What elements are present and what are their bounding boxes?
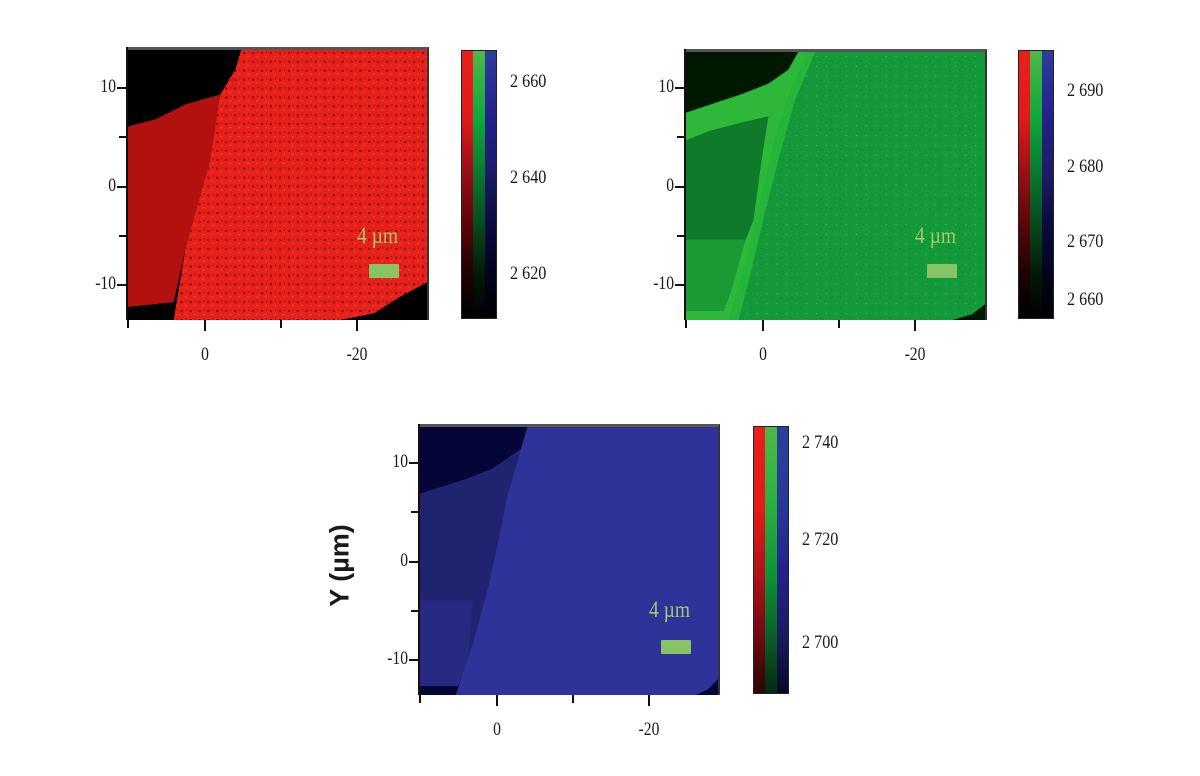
blue-y-axis [418, 424, 420, 695]
green-y-tick [675, 186, 684, 188]
blue-heatmap [418, 424, 720, 695]
red-y-tick [117, 284, 126, 286]
blue-y-tick-label: 0 [400, 550, 408, 571]
red-map-image [126, 50, 427, 320]
red-x-tick [356, 320, 358, 331]
green-x-tick-label: 0 [759, 344, 767, 365]
red-colorbar-label: 2 660 [510, 71, 547, 92]
green-x-tick-label: -20 [904, 344, 926, 365]
blue-x-tick [419, 695, 421, 703]
blue-scale-bar-label: 4 µm [649, 597, 691, 622]
blue-scale-bar [661, 640, 691, 654]
red-x-tick [280, 320, 282, 328]
red-colorbar [461, 50, 497, 319]
red-scale-bar-label: 4 µm [357, 223, 399, 248]
green-y-tick [675, 284, 684, 286]
green-y-tick-label: 10 [658, 76, 674, 97]
red-y-axis [126, 47, 128, 320]
green-y-axis [684, 49, 686, 320]
red-colorbar-label: 2 620 [510, 263, 547, 284]
red-y-tick [119, 235, 126, 237]
red-x-tick [204, 320, 206, 331]
blue-x-tick [496, 695, 498, 706]
green-map-image [684, 52, 985, 320]
blue-x-tick-label: 0 [493, 719, 501, 740]
y-axis-title: Y (µm) [324, 524, 355, 607]
red-scale-bar [369, 264, 399, 278]
green-colorbar-label: 2 660 [1067, 289, 1104, 310]
red-y-tick-label: 10 [100, 76, 116, 97]
blue-colorbar-label: 2 740 [802, 432, 839, 453]
green-y-tick [677, 235, 684, 237]
green-x-tick [838, 320, 840, 328]
blue-y-tick [411, 610, 418, 612]
green-x-tick [685, 320, 687, 328]
blue-y-tick [409, 561, 418, 563]
blue-y-tick [411, 511, 418, 513]
green-colorbar-label: 2 690 [1067, 80, 1104, 101]
green-colorbar-label: 2 680 [1067, 156, 1104, 177]
blue-x-tick [648, 695, 650, 706]
red-x-tick-label: -20 [346, 344, 368, 365]
red-y-tick [117, 87, 126, 89]
green-y-tick-label: -10 [653, 273, 674, 294]
blue-y-tick-label: 10 [392, 451, 408, 472]
green-colorbar [1018, 50, 1054, 319]
red-y-tick-label: -10 [95, 273, 116, 294]
blue-map-image [418, 427, 718, 695]
red-heatmap [126, 47, 429, 320]
green-scale-bar-label: 4 µm [915, 223, 957, 248]
green-x-tick [914, 320, 916, 331]
red-y-tick [117, 186, 126, 188]
green-scale-bar [927, 264, 957, 278]
red-x-tick-label: 0 [201, 344, 209, 365]
green-y-tick-label: 0 [666, 175, 674, 196]
blue-colorbar-label: 2 720 [802, 529, 839, 550]
green-x-tick [762, 320, 764, 331]
blue-colorbar [753, 426, 789, 694]
blue-y-tick-label: -10 [387, 648, 408, 669]
red-y-tick [119, 136, 126, 138]
blue-x-tick [572, 695, 574, 703]
green-heatmap [684, 49, 987, 320]
blue-colorbar-label: 2 700 [802, 632, 839, 653]
red-colorbar-label: 2 640 [510, 167, 547, 188]
green-colorbar-label: 2 670 [1067, 231, 1104, 252]
red-y-tick-label: 0 [108, 175, 116, 196]
green-y-tick [677, 136, 684, 138]
blue-y-tick [409, 659, 418, 661]
blue-x-tick-label: -20 [638, 719, 660, 740]
green-y-tick [675, 87, 684, 89]
blue-y-tick [409, 462, 418, 464]
red-x-tick [127, 320, 129, 328]
